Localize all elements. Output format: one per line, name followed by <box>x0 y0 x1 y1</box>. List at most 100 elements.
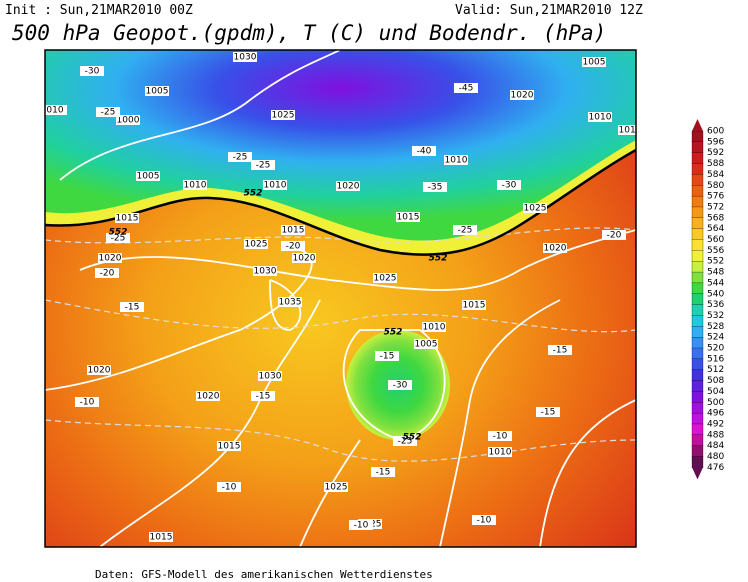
isobar-label: 1015 <box>463 301 486 311</box>
label-box <box>233 52 257 62</box>
isobar-label: 1010 <box>264 181 287 191</box>
label-box <box>536 407 560 417</box>
label-box <box>149 532 173 542</box>
label-box <box>371 467 395 477</box>
colorbar-label: 512 <box>707 365 724 375</box>
label-box <box>244 239 268 249</box>
label-box <box>145 86 169 96</box>
colorbar-swatch <box>691 445 704 458</box>
label-box <box>523 203 547 213</box>
footer: Daten: GFS-Modell des amerikanischen Wet… <box>95 568 433 581</box>
isobar-label: 1010 <box>489 448 512 458</box>
temperature-label: -15 <box>541 408 556 418</box>
label-box <box>278 297 302 307</box>
isobar-label: 1020 <box>99 254 122 264</box>
label-box <box>453 225 477 235</box>
temperature-label: -20 <box>607 231 622 241</box>
temperature-label: -35 <box>428 183 443 193</box>
label-box <box>548 345 572 355</box>
label-box <box>602 230 626 240</box>
label-box <box>497 180 521 190</box>
isobar-label: 1010 <box>423 323 446 333</box>
temperature-label: -25 <box>256 161 271 171</box>
temperature-label: -20 <box>286 242 301 252</box>
colorbar-label: 480 <box>707 452 724 462</box>
colorbar-swatch <box>691 402 704 414</box>
label-box <box>75 397 99 407</box>
label-box <box>251 160 275 170</box>
isobar-label: 1025 <box>524 204 547 214</box>
label-box <box>271 110 295 120</box>
valid-time: Valid: Sun,21MAR2010 12Z <box>455 3 643 18</box>
height-label: 552 <box>429 254 448 264</box>
colorbar-label: 592 <box>707 148 724 158</box>
temperature-label: -25 <box>458 226 473 236</box>
colorbar-label: 576 <box>707 192 724 202</box>
label-box <box>96 107 120 117</box>
temperature-label: -25 <box>233 153 248 163</box>
label-box <box>80 66 104 76</box>
label-box <box>115 213 139 223</box>
colorbar-swatch <box>691 336 704 349</box>
label-box <box>336 181 360 191</box>
label-box <box>472 515 496 525</box>
label-box <box>106 233 130 243</box>
label-box <box>217 482 241 492</box>
label-box <box>414 339 438 349</box>
temperature-label: -45 <box>459 84 474 94</box>
label-box <box>388 380 412 390</box>
colorbar-label: 588 <box>707 159 724 169</box>
colorbar-swatch <box>691 130 704 143</box>
colorbar-label: 516 <box>707 354 724 364</box>
552-contour <box>45 148 636 256</box>
label-box <box>462 300 486 310</box>
isobar-label: 1025 <box>245 240 268 250</box>
colorbar-label: 580 <box>707 181 724 191</box>
colorbar-swatch <box>691 369 704 382</box>
isobar-label: 1010 <box>445 156 468 166</box>
colorbar-label: 484 <box>707 441 724 451</box>
colorbar-swatch <box>691 423 704 436</box>
temperature-label: -15 <box>376 468 391 478</box>
temperature-label: -30 <box>502 181 517 191</box>
isobar-label: 1015 <box>619 126 642 136</box>
colorbar-label: 564 <box>707 224 724 234</box>
colorbar-label: 556 <box>707 246 724 256</box>
colorbar-swatch <box>691 326 704 338</box>
label-box <box>488 431 512 441</box>
temperature-label: -25 <box>111 234 126 244</box>
colorbar-swatch <box>691 293 704 306</box>
label-box <box>258 371 282 381</box>
colorbar-label: 600 <box>707 127 724 137</box>
temperature-label: -15 <box>125 303 140 313</box>
colorbar-swatch <box>691 271 704 284</box>
label-box <box>120 302 144 312</box>
label-box <box>422 322 446 332</box>
colorbar-label: 528 <box>707 322 724 332</box>
height-label: 552 <box>244 189 263 199</box>
label-box <box>263 180 287 190</box>
colorbar-swatch <box>691 152 704 165</box>
label-box <box>253 266 277 276</box>
label-box <box>251 391 275 401</box>
colorbar-label: 572 <box>707 202 724 212</box>
isobar-label: 1020 <box>337 182 360 192</box>
colorbar-swatch <box>691 412 704 425</box>
label-box <box>582 57 606 67</box>
colorbar-label: 548 <box>707 268 724 278</box>
colorbar-label: 552 <box>707 257 724 267</box>
isobar-label: 1025 <box>374 274 397 284</box>
colorbar-swatch <box>691 228 704 241</box>
colorbar-label: 560 <box>707 235 724 245</box>
label-box <box>488 447 512 457</box>
height-label: 552 <box>109 228 128 238</box>
map: 1030 1005 1000 1025 1005 1010 1010 1020 1015 1015… <box>45 50 642 547</box>
isobar-label: 1030 <box>254 267 277 277</box>
colorbar-swatch <box>691 261 704 273</box>
temperature-label: -10 <box>493 432 508 442</box>
colorbar-label: 524 <box>707 333 724 343</box>
isobar-label: 1025 <box>272 111 295 121</box>
isobar-label: 1015 <box>150 533 173 543</box>
temperature-label: -15 <box>553 346 568 356</box>
